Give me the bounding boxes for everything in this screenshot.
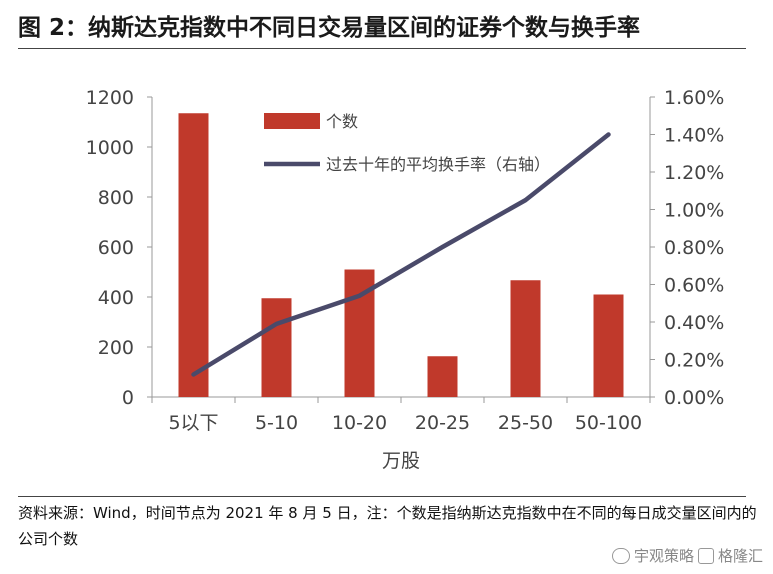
- source-note: 资料来源：Wind，时间节点为 2021 年 8 月 5 日，注：个数是指纳斯达…: [18, 504, 757, 548]
- left-tick-label: 0: [122, 387, 134, 409]
- right-tick-label: 1.00%: [664, 200, 724, 222]
- legend-bar-label: 个数: [326, 112, 358, 131]
- right-tick-label: 1.20%: [664, 162, 724, 184]
- left-tick-label: 600: [98, 237, 134, 259]
- source-rule: [18, 496, 746, 497]
- bar: [593, 294, 624, 397]
- right-tick-label: 0.80%: [664, 237, 724, 259]
- left-tick-label: 1200: [86, 87, 134, 109]
- right-tick-label: 1.60%: [664, 87, 724, 109]
- x-tick-label: 5以下: [168, 412, 218, 434]
- x-axis-title: 万股: [382, 450, 420, 472]
- title-rule: [18, 48, 746, 49]
- bar: [427, 356, 458, 397]
- x-tick-label: 25-50: [498, 412, 553, 434]
- right-tick-label: 0.40%: [664, 312, 724, 334]
- right-tick-label: 0.00%: [664, 387, 724, 409]
- right-tick-label: 0.20%: [664, 350, 724, 372]
- legend-bar-swatch: [264, 113, 320, 129]
- chart-title: 图 2：纳斯达克指数中不同日交易量区间的证券个数与换手率: [18, 15, 641, 41]
- right-tick-label: 1.40%: [664, 125, 724, 147]
- left-tick-label: 1000: [86, 137, 134, 159]
- left-tick-label: 800: [98, 187, 134, 209]
- left-tick-label: 400: [98, 287, 134, 309]
- x-tick-label: 10-20: [332, 412, 387, 434]
- left-tick-label: 200: [98, 337, 134, 359]
- gelonghui-icon: [697, 547, 714, 564]
- chart-area: 0 200 400 600 800 1000 1200 0.00% 0.20% 0.40% 0.60…: [86, 87, 725, 472]
- watermark-text-2: 格隆汇: [717, 547, 763, 565]
- x-tick-label: 5-10: [255, 412, 298, 434]
- wechat-icon: [611, 547, 630, 564]
- right-tick-label: 0.60%: [664, 275, 724, 297]
- watermark: 宇观策略 格隆汇: [611, 545, 763, 566]
- watermark-text-1: 宇观策略: [633, 547, 694, 565]
- bar: [178, 113, 209, 397]
- bar: [510, 280, 541, 397]
- x-tick-label: 50-100: [575, 412, 642, 434]
- bar: [261, 298, 292, 397]
- legend-line-label: 过去十年的平均换手率（右轴）: [326, 155, 550, 174]
- x-tick-label: 20-25: [415, 412, 470, 434]
- turnover-line: [191, 132, 611, 377]
